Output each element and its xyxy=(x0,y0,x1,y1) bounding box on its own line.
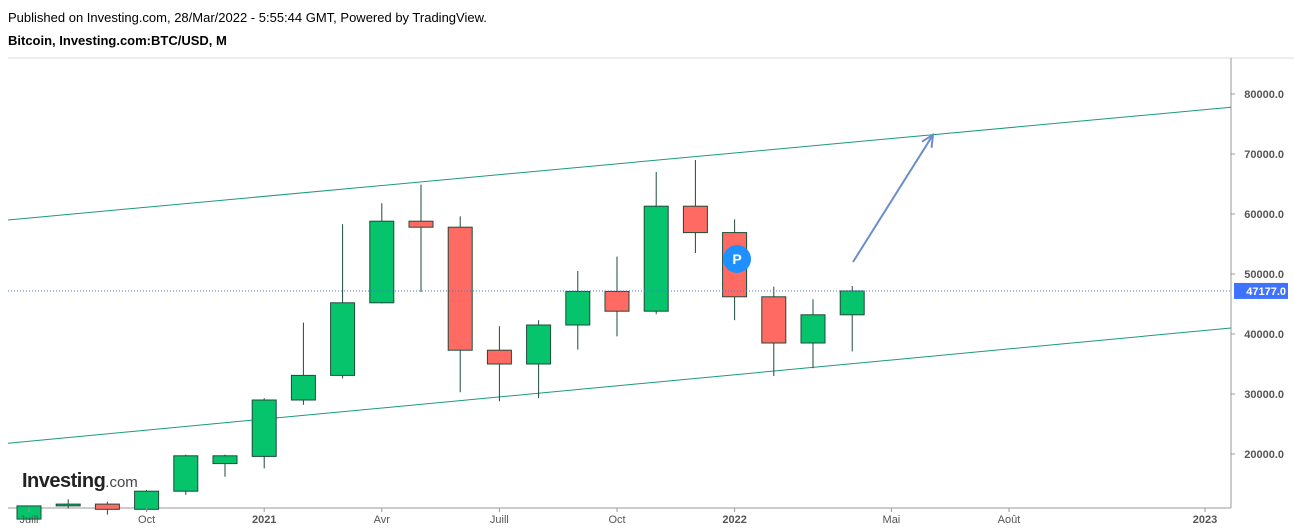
x-tick-label: Juill xyxy=(490,514,509,526)
candle-body xyxy=(408,220,434,228)
x-tick-label: Août xyxy=(998,514,1021,526)
y-tick-label: 80000.0 xyxy=(1244,89,1284,101)
projection-arrow-head xyxy=(921,132,935,148)
logo-brand: Investing xyxy=(22,470,106,492)
candle-body xyxy=(173,455,199,492)
candle-body xyxy=(447,226,473,351)
candle-body xyxy=(565,290,591,326)
chart-frame xyxy=(8,57,1294,509)
logo-domain: .com xyxy=(105,474,138,491)
y-tick-label: 70000.0 xyxy=(1244,149,1284,161)
price-axis: 20000.0 30000.0 40000.0 50000.0 60000.0 70000… xyxy=(1231,89,1288,461)
overlay-layer: P xyxy=(8,132,1231,292)
candle-body xyxy=(486,349,512,365)
channel-lower-line xyxy=(7,327,1232,444)
candle-body xyxy=(839,290,865,316)
candle-body xyxy=(251,399,277,457)
y-tick-label: 50000.0 xyxy=(1244,269,1284,281)
symbol-title: Bitcoin, Investing.com:BTC/USD, M xyxy=(8,33,227,48)
x-tick-label: Oct xyxy=(138,514,155,526)
channel-lines xyxy=(7,106,1232,444)
channel-upper-line xyxy=(7,106,1232,221)
x-tick-label: Oct xyxy=(608,514,625,526)
candles-layer xyxy=(16,160,865,520)
candle-body xyxy=(55,503,81,507)
pivot-marker-label: P xyxy=(732,251,741,267)
time-axis: Juill Oct 2021 Avr Juill Oct 2022 Mai Août 2023 xyxy=(20,508,1217,526)
candle-body xyxy=(134,490,160,510)
last-price-label: 47177.0 xyxy=(1246,286,1286,298)
candle-body xyxy=(800,314,826,344)
y-tick-label: 60000.0 xyxy=(1244,209,1284,221)
candle-body xyxy=(761,296,787,344)
candle-body xyxy=(212,455,238,465)
x-tick-label: Mai xyxy=(883,514,901,526)
x-tick-label: 2023 xyxy=(1193,514,1217,526)
y-tick-label: 30000.0 xyxy=(1244,389,1284,401)
candle-body xyxy=(94,503,120,510)
candle-body xyxy=(604,290,630,312)
x-tick-label: 2021 xyxy=(252,514,276,526)
y-tick-label: 20000.0 xyxy=(1244,449,1284,461)
candle-body xyxy=(526,324,552,365)
candle-body xyxy=(330,302,356,376)
candle-body xyxy=(682,205,708,234)
pivot-marker[interactable] xyxy=(723,245,751,273)
candle-body xyxy=(290,374,316,401)
x-tick-label: 2022 xyxy=(722,514,746,526)
candle-body xyxy=(369,220,395,304)
projection-arrow-shaft xyxy=(852,134,934,263)
x-tick-label: Juill xyxy=(20,514,39,526)
published-note: Published on Investing.com, 28/Mar/2022 … xyxy=(8,10,487,25)
last-price-badge xyxy=(1234,282,1288,299)
y-tick-label: 40000.0 xyxy=(1244,329,1284,341)
candle-body xyxy=(16,505,42,520)
investing-logo: Investing.com xyxy=(22,470,138,493)
candle-body xyxy=(643,205,669,312)
x-tick-label: Avr xyxy=(374,514,391,526)
